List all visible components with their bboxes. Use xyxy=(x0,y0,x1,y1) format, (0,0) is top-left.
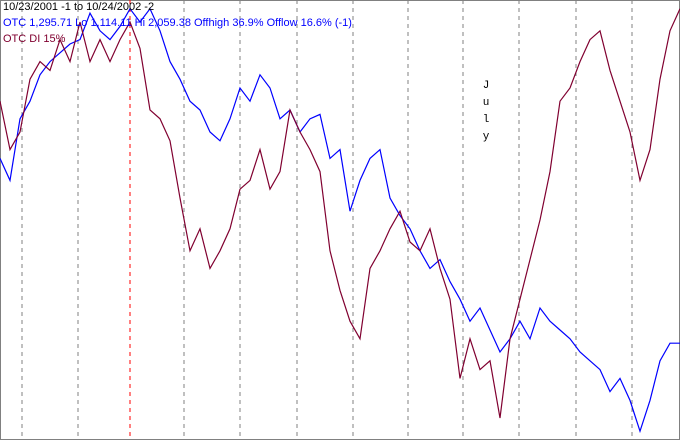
legend-entry: OTC 1,295.71 Lo 1,114.11 Hi 2,059.38 Off… xyxy=(3,17,352,29)
series-line xyxy=(0,7,680,434)
lines xyxy=(0,7,680,434)
series-line xyxy=(0,8,680,419)
chart-title: 10/23/2001 -1 to 10/24/2002 -2 xyxy=(3,1,154,13)
legend-entry: OTC DI 15% xyxy=(3,33,66,45)
